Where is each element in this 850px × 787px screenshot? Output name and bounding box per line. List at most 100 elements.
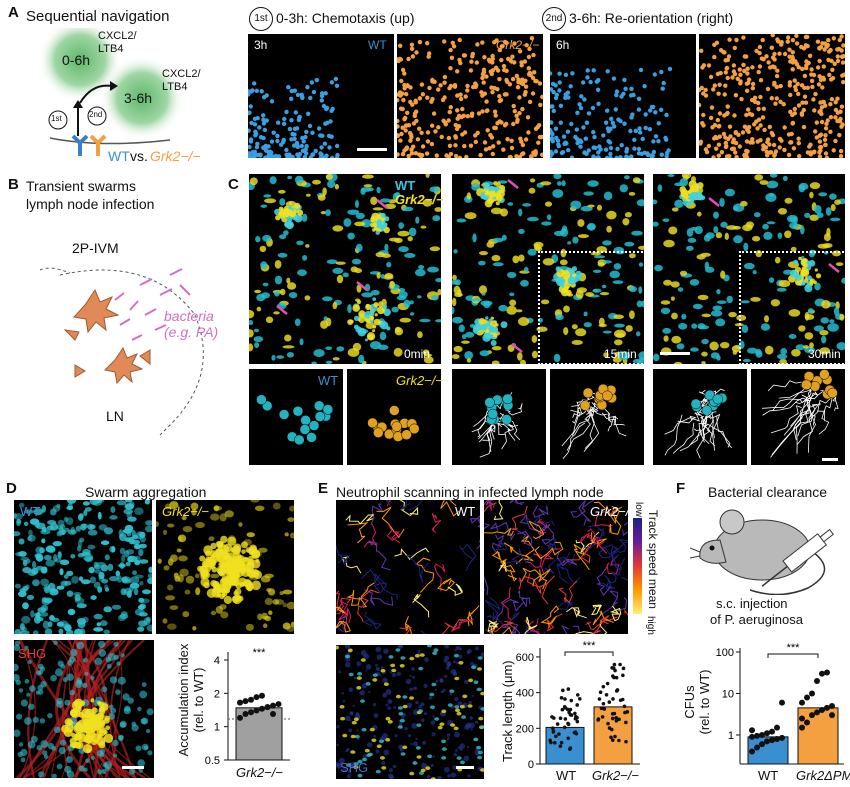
cell-blob: [674, 183, 683, 187]
track: [819, 411, 829, 434]
cell-dot: [404, 124, 408, 128]
cell-dot: [421, 144, 425, 148]
cell-dot: [320, 98, 324, 102]
cell-blob: [453, 249, 457, 253]
data-point: [566, 722, 570, 726]
cell-dot: [717, 83, 721, 87]
cell-dot: [443, 121, 447, 125]
speed-track: [346, 515, 374, 524]
cell-blob: [507, 202, 513, 205]
cell-blob: [478, 261, 486, 266]
cell-dot: [430, 124, 434, 128]
cell-sphere: [309, 421, 319, 431]
step1-badge: 1st: [249, 7, 273, 31]
data-point: [564, 717, 568, 721]
cell-dot: [651, 105, 655, 109]
cell-blob: [700, 253, 711, 257]
cell-dot: [841, 80, 845, 84]
cell-dot: [442, 39, 446, 43]
cell-blob: [701, 361, 706, 364]
cell-blob: [343, 273, 349, 278]
cell-blob: [604, 192, 613, 201]
cell-blob: [711, 310, 722, 316]
cell-blob: [250, 177, 258, 185]
cell-dot: [624, 149, 628, 153]
data-point: [611, 738, 615, 742]
cell-blob: [279, 198, 285, 205]
cell-blob: [709, 342, 718, 351]
cell-blob: [348, 348, 360, 357]
data-point: [248, 709, 254, 715]
cell-dot: [823, 133, 827, 137]
data-point: [574, 715, 578, 719]
data-point: [578, 697, 582, 701]
cell-blob: [725, 233, 729, 240]
cell-dot: [797, 103, 801, 107]
d-tick-label: 2: [214, 688, 220, 700]
cell-dot: [442, 81, 446, 85]
cell-dot: [797, 141, 801, 145]
cell-dot: [559, 104, 563, 108]
cell-dot: [414, 119, 418, 123]
data-point: [829, 712, 835, 718]
cell-dot: [825, 156, 829, 158]
cell-dot: [502, 64, 506, 68]
cell-blob: [587, 205, 594, 208]
cell-blob: [270, 176, 277, 184]
wt-cell-icon: [73, 136, 87, 156]
cell-dot: [484, 147, 488, 151]
cell-dot: [563, 96, 567, 100]
cell-dot: [511, 77, 515, 81]
cell-blob: [471, 298, 482, 301]
cell-dot: [477, 111, 481, 115]
cell-blob: [452, 275, 457, 280]
cell-dot: [716, 92, 720, 96]
scale-bar-c: [660, 352, 690, 355]
cell-dot: [249, 139, 253, 143]
cell-blob: [465, 212, 477, 219]
cell-dot: [775, 69, 779, 73]
cell-dot: [621, 92, 625, 96]
data-point: [576, 693, 580, 697]
cell-dot: [252, 81, 256, 85]
cell-dot: [827, 73, 831, 77]
data-point: [603, 707, 607, 711]
cell-dot: [761, 38, 765, 42]
cell-blob: [547, 214, 551, 220]
cell-sphere: [368, 418, 378, 428]
cell-dot: [634, 129, 638, 133]
cell-dot: [791, 67, 795, 71]
cell-dot: [282, 122, 286, 126]
cell-sphere: [293, 406, 303, 416]
cell-dot: [783, 52, 787, 56]
data-point: [613, 712, 617, 716]
cell-dot: [255, 142, 259, 146]
data-point: [606, 722, 610, 726]
mouse-injection-icon: [690, 500, 845, 595]
cell-dot: [701, 113, 705, 117]
cell-dot: [314, 149, 318, 153]
cell-dot: [300, 144, 304, 148]
cell-dot: [538, 135, 542, 139]
cell-blob: [360, 188, 365, 195]
arrow-icon: [709, 198, 719, 206]
cell-blob: [518, 317, 529, 326]
cell-blob: [662, 328, 671, 334]
cell-dot: [791, 38, 795, 42]
cell-dot: [668, 67, 672, 71]
cell-dot: [817, 59, 821, 63]
cell-dot: [777, 52, 781, 56]
cell-dot: [615, 147, 619, 151]
data-point: [270, 711, 276, 717]
cell-blob: [325, 346, 332, 350]
cell-dot: [585, 121, 589, 125]
cell-blob: [715, 318, 725, 326]
cell-blob: [336, 262, 346, 265]
cell-blob: [830, 218, 840, 222]
cell-dot: [745, 89, 749, 93]
cell-blob: [754, 174, 763, 180]
cell-dot: [433, 129, 437, 133]
data-point: [575, 703, 579, 707]
speed-track: [362, 570, 398, 600]
cell-sphere: [300, 425, 310, 435]
